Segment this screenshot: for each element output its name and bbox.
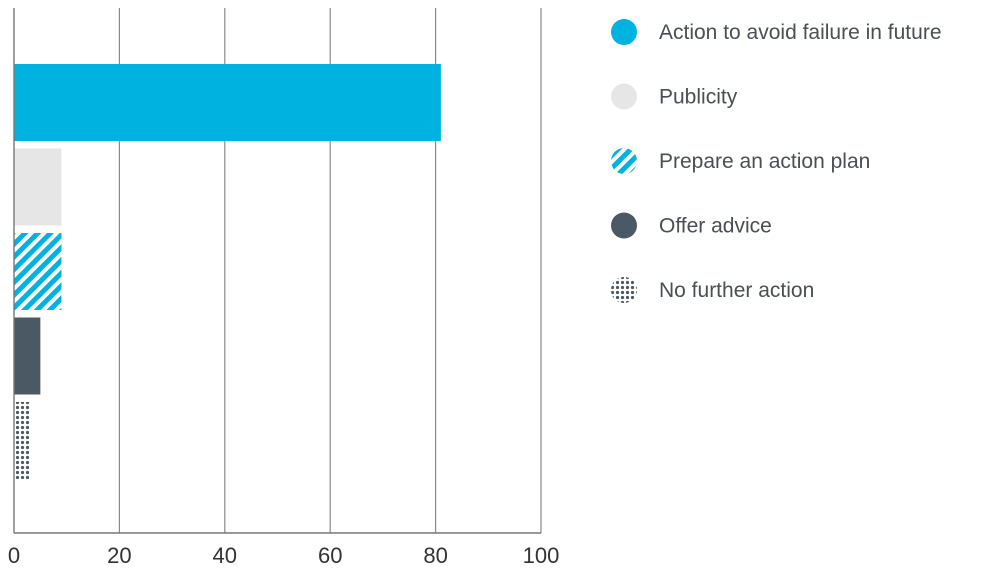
legend-label-3: Prepare an action plan	[659, 150, 870, 173]
x-tick-labels: 0 20 40 60 80 100	[8, 543, 559, 568]
x-tick-label-1: 20	[107, 543, 131, 568]
x-tick-label-0: 0	[8, 543, 20, 568]
legend-marker-5	[611, 277, 637, 303]
legend-marker-1	[611, 19, 637, 45]
x-tick-label-2: 40	[213, 543, 237, 568]
legend-label-1: Action to avoid failure in future	[659, 21, 942, 44]
legend-label-2: Publicity	[659, 86, 738, 109]
bar-2	[14, 148, 62, 226]
legend: Action to avoid failure in future Publici…	[611, 19, 942, 303]
bar-1	[14, 64, 441, 141]
bar-4	[14, 317, 41, 395]
bars	[14, 64, 441, 479]
legend-marker-3	[611, 148, 637, 174]
legend-marker-2	[611, 83, 637, 110]
legend-marker-4	[611, 212, 637, 239]
x-tick-label-5: 100	[523, 543, 560, 568]
legend-label-4: Offer advice	[659, 215, 772, 238]
x-tick-label-4: 80	[423, 543, 447, 568]
bar-3	[14, 233, 62, 310]
x-axis	[13, 8, 541, 534]
bar-5	[14, 402, 30, 479]
legend-label-5: No further action	[659, 279, 814, 302]
x-tick-label-3: 60	[318, 543, 342, 568]
